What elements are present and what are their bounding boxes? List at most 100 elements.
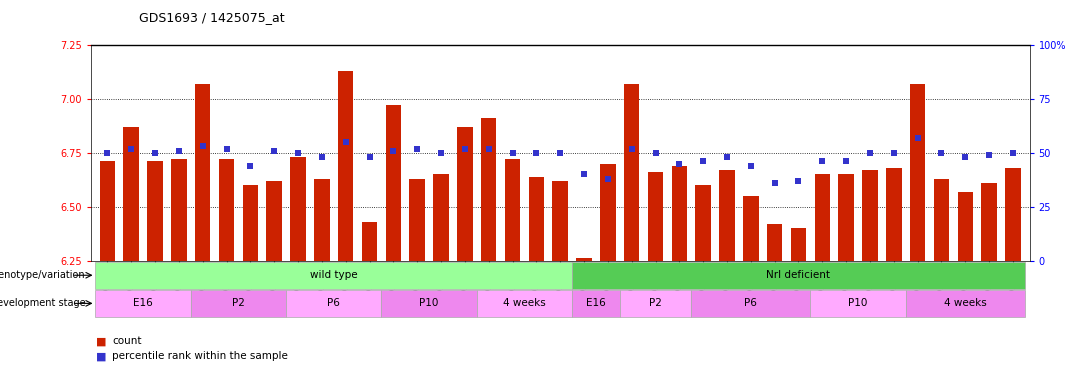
Bar	[385, 105, 401, 261]
Bar	[147, 162, 163, 261]
Bar	[1005, 168, 1021, 261]
Point	[623, 146, 640, 152]
Point	[743, 163, 760, 169]
Point	[337, 139, 354, 145]
Point	[194, 143, 211, 149]
Text: Nrl deficient: Nrl deficient	[766, 270, 830, 280]
Text: P2: P2	[232, 298, 245, 308]
Bar	[433, 174, 449, 261]
Point	[171, 148, 188, 154]
Point	[1004, 150, 1021, 156]
Bar	[314, 179, 330, 261]
Text: wild type: wild type	[310, 270, 357, 280]
Bar	[624, 84, 639, 261]
Text: E16: E16	[586, 298, 606, 308]
Text: P2: P2	[649, 298, 662, 308]
Bar	[600, 164, 616, 261]
Bar	[191, 290, 286, 317]
Point	[861, 150, 878, 156]
Bar	[195, 84, 210, 261]
Point	[909, 135, 926, 141]
Bar	[95, 290, 191, 317]
Point	[385, 148, 402, 154]
Bar	[576, 258, 592, 261]
Bar	[99, 162, 115, 261]
Bar	[862, 170, 878, 261]
Point	[575, 171, 592, 177]
Bar	[691, 290, 811, 317]
Point	[242, 163, 259, 169]
Text: 4 weeks: 4 weeks	[503, 298, 546, 308]
Bar	[171, 159, 187, 261]
Bar	[791, 228, 807, 261]
Bar	[957, 192, 973, 261]
Point	[766, 180, 783, 186]
Point	[409, 146, 426, 152]
Point	[957, 154, 974, 160]
Text: P10: P10	[848, 298, 867, 308]
Point	[814, 158, 831, 164]
Point	[695, 158, 712, 164]
Bar	[719, 170, 735, 261]
Bar	[934, 179, 950, 261]
Bar	[457, 127, 473, 261]
Text: P10: P10	[419, 298, 439, 308]
Bar	[286, 290, 381, 317]
Bar	[219, 159, 235, 261]
Bar	[982, 183, 997, 261]
Bar	[671, 166, 687, 261]
Text: P6: P6	[328, 298, 340, 308]
Point	[647, 150, 664, 156]
Bar	[906, 290, 1025, 317]
Bar	[338, 71, 353, 261]
Bar	[410, 179, 425, 261]
Point	[886, 150, 903, 156]
Point	[552, 150, 569, 156]
Bar	[267, 181, 282, 261]
Point	[981, 152, 998, 158]
Point	[790, 178, 807, 184]
Point	[480, 146, 497, 152]
Bar	[481, 118, 496, 261]
Bar	[95, 262, 572, 289]
Text: P6: P6	[745, 298, 758, 308]
Point	[838, 158, 855, 164]
Bar	[381, 290, 477, 317]
Bar	[290, 157, 306, 261]
Bar	[696, 185, 711, 261]
Bar	[572, 262, 1025, 289]
Bar	[477, 290, 572, 317]
Point	[457, 146, 474, 152]
Text: ■: ■	[96, 336, 107, 346]
Bar	[505, 159, 521, 261]
Bar	[767, 224, 782, 261]
Bar	[362, 222, 378, 261]
Point	[123, 146, 140, 152]
Point	[361, 154, 378, 160]
Bar	[839, 174, 854, 261]
Point	[266, 148, 283, 154]
Point	[718, 154, 735, 160]
Bar	[620, 290, 691, 317]
Bar	[124, 127, 139, 261]
Point	[528, 150, 545, 156]
Bar	[743, 196, 759, 261]
Point	[289, 150, 306, 156]
Text: development stage: development stage	[0, 298, 85, 308]
Bar	[528, 177, 544, 261]
Point	[504, 150, 521, 156]
Point	[933, 150, 950, 156]
Text: E16: E16	[133, 298, 153, 308]
Bar	[814, 174, 830, 261]
Bar	[572, 290, 620, 317]
Bar	[811, 290, 906, 317]
Bar	[648, 172, 664, 261]
Point	[600, 176, 617, 182]
Text: genotype/variation: genotype/variation	[0, 270, 85, 280]
Bar	[242, 185, 258, 261]
Point	[432, 150, 449, 156]
Text: percentile rank within the sample: percentile rank within the sample	[112, 351, 288, 361]
Point	[671, 160, 688, 166]
Text: 4 weeks: 4 weeks	[944, 298, 987, 308]
Point	[218, 146, 235, 152]
